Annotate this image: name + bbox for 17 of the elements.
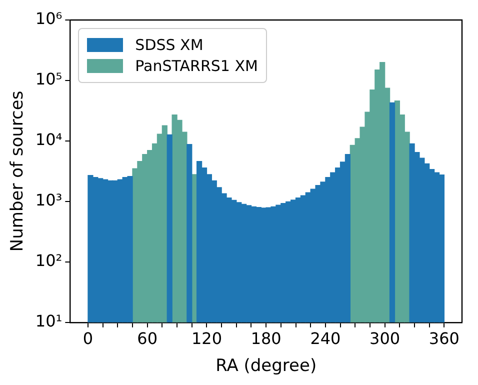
x-tick-label: 120 — [191, 329, 222, 348]
y-tick-label: 10³ — [35, 190, 62, 210]
y-tick-label: 10⁶ — [35, 9, 62, 28]
y-tick-label: 10⁵ — [35, 70, 62, 89]
x-tick-label: 300 — [370, 329, 400, 348]
y-tick-label: 10⁴ — [35, 130, 62, 150]
x-tick-label: 360 — [428, 329, 460, 348]
x-tick-label: 60 — [137, 329, 158, 348]
y-tick-label: 10² — [35, 251, 62, 270]
legend-label: PanSTARRS1 XM — [135, 57, 258, 75]
x-tick-label: 0 — [82, 329, 94, 348]
legend-label: SDSS XM — [135, 36, 204, 54]
x-tick-label: 240 — [310, 329, 341, 348]
x-axis-title: RA (degree) — [216, 356, 317, 376]
y-axis-title: Number of sources — [8, 90, 28, 252]
y-tick-label: 10¹ — [35, 312, 62, 331]
x-tick-label: 180 — [250, 329, 282, 348]
